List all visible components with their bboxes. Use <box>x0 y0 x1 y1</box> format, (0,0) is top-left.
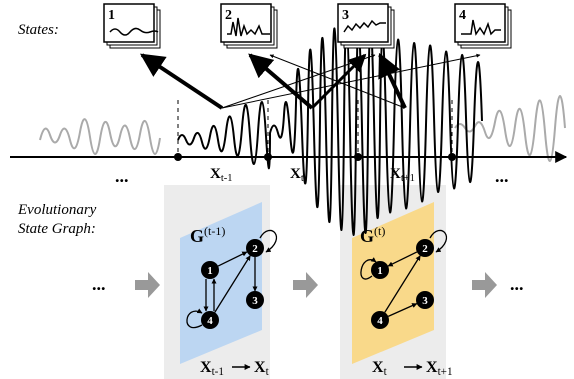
segment-dividers <box>177 100 453 157</box>
state-signal <box>343 19 386 33</box>
label: Xt <box>372 359 388 378</box>
label-sub: t <box>384 366 388 378</box>
label-sub: t-1 <box>221 173 233 184</box>
graph-title: G(t-1) <box>190 224 225 246</box>
state-signal <box>227 17 270 37</box>
label-sub: t+1 <box>438 366 453 378</box>
segment-points <box>174 153 456 161</box>
state-card: 3 <box>337 3 395 49</box>
node-label: 2 <box>252 243 258 255</box>
graph-base: G <box>360 226 374 246</box>
state-card: 2 <box>220 3 278 49</box>
label-base: X <box>390 166 401 182</box>
graph-base: G <box>190 226 204 246</box>
ellipsis: ... <box>495 166 509 186</box>
label-sub: t <box>301 173 304 184</box>
node-label: 4 <box>377 315 383 327</box>
label-base: X <box>426 359 438 376</box>
flow-arrows <box>135 272 497 298</box>
label-base: X <box>200 359 212 376</box>
graph-plane <box>180 202 262 364</box>
signal-future <box>454 95 566 162</box>
label: Xt+1 <box>390 166 415 184</box>
graph-node <box>246 239 264 257</box>
graph-edge <box>387 303 418 317</box>
label: Xt <box>290 166 304 184</box>
graph-sup: (t) <box>374 224 385 238</box>
graph-node <box>416 239 434 257</box>
card <box>454 3 506 43</box>
graph-edge <box>387 251 418 267</box>
state-number: 2 <box>225 8 232 23</box>
graph-title: G(t) <box>360 224 385 246</box>
states-label: States: <box>18 22 59 38</box>
state-number: 1 <box>108 8 115 23</box>
state-number: 3 <box>342 8 349 23</box>
label-base: X <box>210 166 221 182</box>
graph-edge <box>384 255 421 313</box>
graph-label: State Graph: <box>18 221 96 237</box>
state-card: 1 <box>103 3 161 49</box>
graph-node <box>201 311 219 329</box>
node-label: 3 <box>422 295 428 307</box>
label: Xt-1 <box>210 166 233 184</box>
label-sub: t+1 <box>401 173 415 184</box>
graph-edge <box>214 255 251 313</box>
label-base: X <box>290 166 301 182</box>
state-signal <box>461 19 501 36</box>
label-sub: t-1 <box>212 366 224 378</box>
card <box>103 3 155 43</box>
node-label: 1 <box>207 265 213 277</box>
label: Xt+1 <box>426 359 453 378</box>
self-loop <box>360 257 377 280</box>
state-card: 4 <box>454 3 512 49</box>
graph-node <box>371 311 389 329</box>
graph-node <box>416 291 434 309</box>
label-base: X <box>372 359 384 376</box>
self-loop <box>429 229 448 253</box>
signal-past <box>39 118 161 155</box>
self-loop <box>259 229 278 253</box>
graph-sup: (t-1) <box>204 224 225 238</box>
label: Xt <box>254 359 270 378</box>
graph-node <box>246 291 264 309</box>
node-label: 3 <box>252 295 258 307</box>
graph-label: Evolutionary <box>17 202 97 218</box>
label: Xt-1 <box>200 359 224 378</box>
self-loop <box>186 308 203 329</box>
node-label: 1 <box>377 265 383 277</box>
state-number: 4 <box>459 8 466 23</box>
state-signal <box>109 27 159 36</box>
node-label: 2 <box>422 243 428 255</box>
ellipsis: ... <box>510 274 524 294</box>
graph-edge <box>217 251 248 267</box>
ellipsis: ... <box>115 166 129 186</box>
node-label: 4 <box>207 315 213 327</box>
label-sub: t <box>266 366 270 378</box>
assignment-lines <box>139 52 481 110</box>
ellipsis: ... <box>92 274 106 294</box>
graph-node <box>201 261 219 279</box>
label-base: X <box>254 359 266 376</box>
card <box>220 3 272 43</box>
graph-node <box>371 261 389 279</box>
